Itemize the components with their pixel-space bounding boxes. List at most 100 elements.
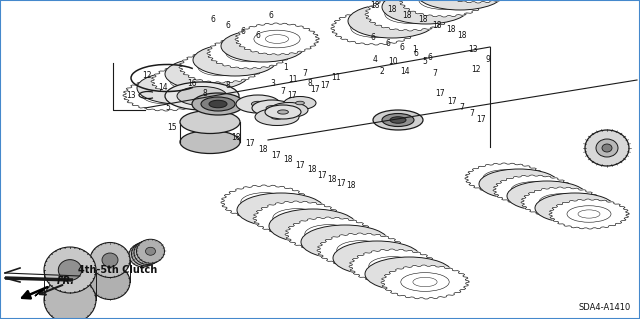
Ellipse shape xyxy=(278,110,289,114)
Ellipse shape xyxy=(102,253,118,267)
Ellipse shape xyxy=(209,100,227,108)
Ellipse shape xyxy=(236,95,280,113)
Ellipse shape xyxy=(483,170,527,186)
Text: 17: 17 xyxy=(447,97,457,106)
Text: 11: 11 xyxy=(288,76,298,85)
Ellipse shape xyxy=(90,242,130,278)
Text: 6: 6 xyxy=(385,39,390,48)
Ellipse shape xyxy=(378,16,406,26)
Ellipse shape xyxy=(390,117,406,123)
Ellipse shape xyxy=(265,105,301,119)
Ellipse shape xyxy=(395,269,423,279)
Text: 2: 2 xyxy=(380,68,385,77)
Text: 16: 16 xyxy=(187,78,197,87)
Ellipse shape xyxy=(373,110,423,130)
Text: 5: 5 xyxy=(422,57,428,66)
Ellipse shape xyxy=(193,69,221,79)
Ellipse shape xyxy=(385,5,433,23)
Ellipse shape xyxy=(539,194,583,210)
Text: 1: 1 xyxy=(413,46,417,55)
Ellipse shape xyxy=(567,206,611,222)
Text: 6: 6 xyxy=(255,32,260,41)
Ellipse shape xyxy=(165,82,239,110)
Text: 17: 17 xyxy=(295,160,305,169)
Ellipse shape xyxy=(506,179,532,189)
Ellipse shape xyxy=(270,102,308,117)
Polygon shape xyxy=(317,233,405,267)
Polygon shape xyxy=(365,0,453,31)
Ellipse shape xyxy=(136,239,164,263)
Ellipse shape xyxy=(143,249,153,256)
Ellipse shape xyxy=(165,58,249,90)
Text: 18: 18 xyxy=(259,145,268,153)
Text: 13: 13 xyxy=(468,44,478,54)
Text: 9: 9 xyxy=(486,56,490,64)
Text: 7: 7 xyxy=(303,69,307,78)
Polygon shape xyxy=(521,187,601,217)
Ellipse shape xyxy=(412,2,440,12)
Polygon shape xyxy=(349,249,437,283)
Text: 13: 13 xyxy=(126,91,136,100)
Text: 18: 18 xyxy=(457,31,467,40)
Ellipse shape xyxy=(254,30,300,48)
Text: 18: 18 xyxy=(284,155,292,165)
Text: 17: 17 xyxy=(476,115,486,124)
Text: 7: 7 xyxy=(280,87,285,97)
Ellipse shape xyxy=(301,225,389,259)
Ellipse shape xyxy=(534,191,560,201)
Ellipse shape xyxy=(585,130,629,166)
Ellipse shape xyxy=(401,273,449,291)
Text: 14: 14 xyxy=(400,68,410,77)
Ellipse shape xyxy=(333,241,421,275)
Ellipse shape xyxy=(170,72,216,90)
Text: 6: 6 xyxy=(225,20,230,29)
Text: 1: 1 xyxy=(284,63,289,72)
Polygon shape xyxy=(35,289,43,296)
Ellipse shape xyxy=(237,193,325,227)
Ellipse shape xyxy=(351,19,399,37)
Ellipse shape xyxy=(267,204,295,216)
Text: 17: 17 xyxy=(271,151,281,160)
Text: 18: 18 xyxy=(446,26,456,34)
Text: 17: 17 xyxy=(317,170,327,180)
Ellipse shape xyxy=(269,209,357,243)
Ellipse shape xyxy=(284,97,316,109)
Text: 18: 18 xyxy=(403,11,412,19)
Text: 7: 7 xyxy=(470,108,474,117)
Text: 12: 12 xyxy=(471,65,481,75)
Ellipse shape xyxy=(142,86,188,104)
Ellipse shape xyxy=(241,193,289,211)
Ellipse shape xyxy=(141,250,150,258)
Ellipse shape xyxy=(129,243,157,267)
Ellipse shape xyxy=(177,86,227,106)
Polygon shape xyxy=(549,199,629,229)
Text: 7: 7 xyxy=(460,102,465,112)
Ellipse shape xyxy=(201,97,235,111)
Ellipse shape xyxy=(134,241,162,264)
Ellipse shape xyxy=(250,41,276,51)
Text: 6: 6 xyxy=(211,16,216,25)
Text: 6: 6 xyxy=(413,48,419,57)
Ellipse shape xyxy=(193,44,277,76)
Polygon shape xyxy=(235,23,319,55)
Ellipse shape xyxy=(137,72,221,104)
Ellipse shape xyxy=(337,241,385,259)
Text: 10: 10 xyxy=(388,57,398,66)
Ellipse shape xyxy=(535,193,615,223)
Polygon shape xyxy=(493,175,573,205)
Text: 14: 14 xyxy=(158,84,168,93)
Ellipse shape xyxy=(369,257,417,275)
Ellipse shape xyxy=(419,0,467,9)
Text: 17: 17 xyxy=(320,80,330,90)
Polygon shape xyxy=(179,51,263,83)
Ellipse shape xyxy=(602,144,612,152)
Ellipse shape xyxy=(180,110,240,133)
Ellipse shape xyxy=(44,277,96,319)
Text: 6: 6 xyxy=(241,26,245,35)
Ellipse shape xyxy=(145,247,156,255)
Text: 12: 12 xyxy=(142,71,152,80)
Ellipse shape xyxy=(221,30,305,62)
Polygon shape xyxy=(399,0,487,17)
Polygon shape xyxy=(123,79,207,111)
Ellipse shape xyxy=(507,181,587,211)
